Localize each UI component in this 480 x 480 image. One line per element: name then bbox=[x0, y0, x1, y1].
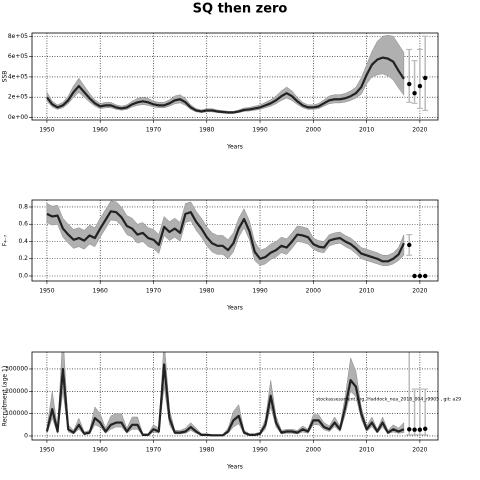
x-tick-label: 1950 bbox=[39, 127, 54, 134]
y-tick-label: 0e+00 bbox=[8, 114, 28, 121]
y-tick-label: 8e+05 bbox=[8, 33, 28, 40]
y-tick-label: 6e+05 bbox=[8, 53, 28, 60]
x-tick-label: 2020 bbox=[412, 127, 427, 134]
plot-area bbox=[46, 200, 429, 279]
panel: 1950 1960 1970 1980 1990 2000 2010 2020 0e+00 2e+… bbox=[2, 32, 439, 151]
x-tick-label: 2010 bbox=[359, 288, 374, 295]
x-axis-label: Years bbox=[226, 144, 243, 151]
x-tick-label: 1980 bbox=[199, 288, 214, 295]
x-tick-label: 2000 bbox=[306, 447, 321, 454]
forecast-point bbox=[423, 426, 428, 432]
figure-title: SQ then zero bbox=[193, 2, 288, 17]
x-tick-label: 2010 bbox=[359, 127, 374, 134]
x-tick-label: 1970 bbox=[146, 447, 161, 454]
forecast-point bbox=[417, 83, 423, 89]
estimate-line bbox=[46, 210, 405, 263]
annotation: stockassessment.org, Haddock_nea_2018_00… bbox=[316, 397, 461, 403]
panel: 1950 1960 1970 1980 1990 2000 2010 2020 0 100000 2… bbox=[2, 351, 461, 471]
x-tick-label: 1970 bbox=[146, 288, 161, 295]
forecast-point bbox=[423, 75, 428, 81]
x-tick-label: 1980 bbox=[199, 127, 214, 134]
confidence-band bbox=[46, 34, 405, 114]
y-tick-label: 300000 bbox=[5, 365, 28, 372]
x-tick-label: 1960 bbox=[93, 447, 108, 454]
x-tick-label: 1970 bbox=[146, 127, 161, 134]
y-tick-label: 0.0 bbox=[18, 272, 28, 279]
x-axis-label: Years bbox=[226, 305, 243, 312]
x-tick-label: 2000 bbox=[306, 127, 321, 134]
axes-frame bbox=[31, 199, 439, 282]
x-tick-label: 2010 bbox=[359, 447, 374, 454]
y-axis-label: Recruitment (age 1) bbox=[2, 366, 9, 426]
x-axis-label: Years bbox=[226, 464, 243, 471]
estimate-line bbox=[46, 56, 405, 114]
x-tick-label: 1990 bbox=[252, 127, 267, 134]
forecast-point bbox=[412, 273, 417, 279]
axes-frame bbox=[31, 32, 439, 121]
x-tick-label: 1950 bbox=[39, 447, 54, 454]
forecast-point bbox=[412, 427, 417, 432]
forecast-point bbox=[407, 81, 412, 87]
forecast-point bbox=[423, 273, 428, 279]
forecast-point bbox=[407, 242, 412, 248]
panel: 1950 1960 1970 1980 1990 2000 2010 2020 0.0 0.2 0.… bbox=[2, 199, 439, 312]
x-tick-label: 1980 bbox=[199, 447, 214, 454]
forecast-point bbox=[407, 427, 412, 432]
plot-area bbox=[45, 352, 429, 437]
estimate-line bbox=[45, 363, 405, 437]
plot-area bbox=[46, 34, 429, 114]
y-axis-label: F₄₋₇ bbox=[2, 234, 9, 246]
y-axis-label: SSB bbox=[2, 71, 9, 83]
y-tick-label: 0.4 bbox=[18, 238, 28, 245]
y-tick-label: 0.2 bbox=[18, 255, 28, 262]
confidence-band bbox=[46, 200, 405, 266]
x-tick-label: 1960 bbox=[93, 127, 108, 134]
y-tick-label: 4e+05 bbox=[8, 73, 28, 80]
y-tick-label: 200000 bbox=[5, 388, 28, 395]
x-tick-label: 2000 bbox=[306, 288, 321, 295]
forecast-point bbox=[412, 90, 417, 96]
x-tick-label: 2020 bbox=[412, 447, 427, 454]
y-tick-label: 0 bbox=[24, 432, 28, 439]
y-tick-label: 0.6 bbox=[18, 221, 28, 228]
forecast-point bbox=[417, 273, 423, 279]
x-tick-label: 1990 bbox=[252, 447, 267, 454]
y-tick-label: 2e+05 bbox=[8, 94, 28, 101]
x-tick-label: 1990 bbox=[252, 288, 267, 295]
y-tick-label: 100000 bbox=[5, 410, 28, 417]
x-tick-label: 1950 bbox=[39, 288, 54, 295]
x-tick-label: 1960 bbox=[93, 288, 108, 295]
x-tick-label: 2020 bbox=[412, 288, 427, 295]
axes-frame bbox=[31, 351, 439, 441]
forecast-point bbox=[417, 427, 423, 432]
y-tick-label: 0.8 bbox=[18, 203, 28, 210]
